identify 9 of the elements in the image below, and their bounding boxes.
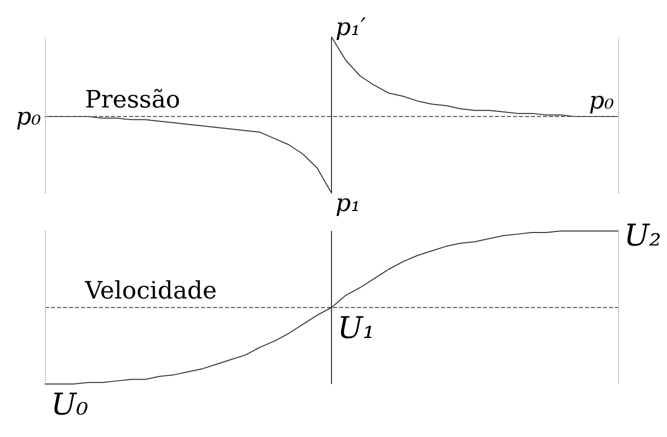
text: p₀ [16,102,42,131]
annotation: U₁ [338,311,375,346]
annotation: p₀ [589,86,614,115]
series-label: Pressão [85,86,180,114]
text: U₀ [51,388,88,422]
text: U₂ [624,218,662,254]
annotation: p₁ [336,189,360,217]
annotation: p₁′ [336,13,366,41]
text: Velocidade [84,276,217,304]
